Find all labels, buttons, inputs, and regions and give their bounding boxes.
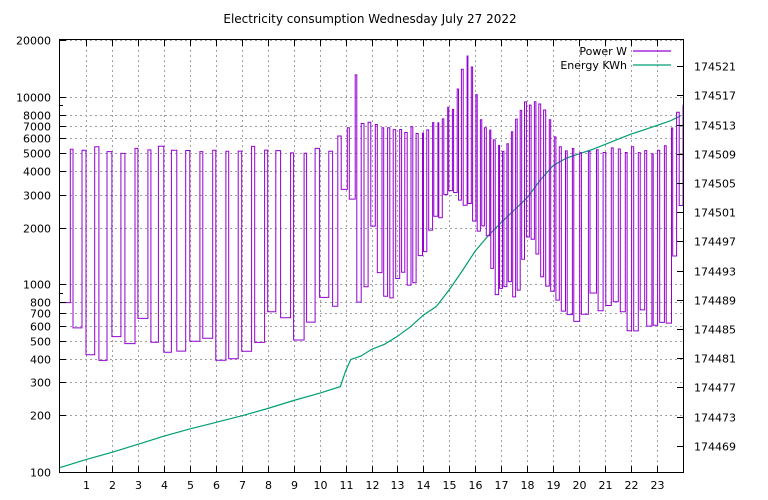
x-tick-label: 19 (547, 479, 561, 492)
x-tick-label: 10 (314, 479, 328, 492)
x-tick-label: 16 (469, 479, 483, 492)
x-tick-label: 11 (340, 479, 354, 492)
y-left-tick-label: 300 (30, 377, 51, 390)
y-right-tick-label: 174513 (694, 120, 736, 133)
energy-series (59, 115, 681, 469)
y-right-tick-label: 174469 (694, 441, 736, 454)
y-left-tick-label: 500 (30, 336, 51, 349)
y-left-tick-label: 100 (30, 467, 51, 480)
x-tick-label: 8 (265, 479, 272, 492)
x-tick-label: 18 (521, 479, 535, 492)
y-right-tick-label: 174477 (694, 382, 736, 395)
y-left-tick-label: 400 (30, 354, 51, 367)
x-tick-label: 22 (625, 479, 639, 492)
x-tick-label: 13 (391, 479, 405, 492)
y-right-tick-label: 174485 (694, 324, 736, 337)
y-left-tick-label: 20000 (16, 35, 51, 48)
x-tick-label: 4 (161, 479, 168, 492)
y-left-tick-label: 8000 (23, 110, 51, 123)
y-left-tick-label: 700 (30, 308, 51, 321)
y-left-tick-label: 600 (30, 321, 51, 334)
y-right-tick-label: 174509 (694, 149, 736, 162)
y-left-tick-label: 6000 (23, 133, 51, 146)
x-tick-label: 7 (239, 479, 246, 492)
y-right-tick-label: 174481 (694, 353, 736, 366)
x-tick-label: 6 (213, 479, 220, 492)
y-left-tick-label: 200 (30, 410, 51, 423)
y-right-tick-label: 174473 (694, 412, 736, 425)
plot-frame (59, 39, 684, 473)
y-left-tick-label: 7000 (23, 121, 51, 134)
x-tick-label: 15 (443, 479, 457, 492)
x-tick-label: 23 (651, 479, 665, 492)
x-tick-label: 2 (109, 479, 116, 492)
legend: Power W Energy KWh (560, 45, 671, 72)
legend-label-power: Power W (579, 45, 627, 58)
y-right-tick-label: 174517 (694, 90, 736, 103)
y-right-tick-label: 174501 (694, 207, 736, 220)
power-series-line (60, 55, 684, 361)
x-tick-label: 12 (366, 479, 380, 492)
y-right-tick-label: 174493 (694, 266, 736, 279)
y-left-tick-label: 4000 (23, 166, 51, 179)
legend-label-energy: Energy KWh (560, 59, 627, 72)
x-tick-label: 20 (573, 479, 587, 492)
y-left-tick-label: 800 (30, 297, 51, 310)
axis-ticks: 1 2 3 4 5 6 7 8 9 10 11 12 13 14 15 16 17 18 19 20 21 22 23100… (16, 35, 736, 493)
y-right-tick-label: 174489 (694, 295, 736, 308)
energy-series-line (59, 115, 681, 469)
y-left-tick-label: 2000 (23, 223, 51, 236)
y-left-tick-label: 5000 (23, 148, 51, 161)
chart-title: Electricity consumption Wednesday July 2… (223, 12, 516, 26)
y-left-tick-label: 10000 (16, 92, 51, 105)
power-series (60, 55, 684, 361)
x-tick-label: 14 (417, 479, 431, 492)
y-left-tick-label: 1000 (23, 279, 51, 292)
x-tick-label: 9 (291, 479, 298, 492)
x-tick-label: 17 (495, 479, 509, 492)
y-left-tick-label: 3000 (23, 190, 51, 203)
x-tick-label: 3 (135, 479, 142, 492)
x-tick-label: 1 (83, 479, 90, 492)
y-right-tick-label: 174505 (694, 178, 736, 191)
x-tick-label: 5 (187, 479, 194, 492)
y-right-tick-label: 174521 (694, 61, 736, 74)
x-tick-label: 21 (599, 479, 613, 492)
y-right-tick-label: 174497 (694, 236, 736, 249)
